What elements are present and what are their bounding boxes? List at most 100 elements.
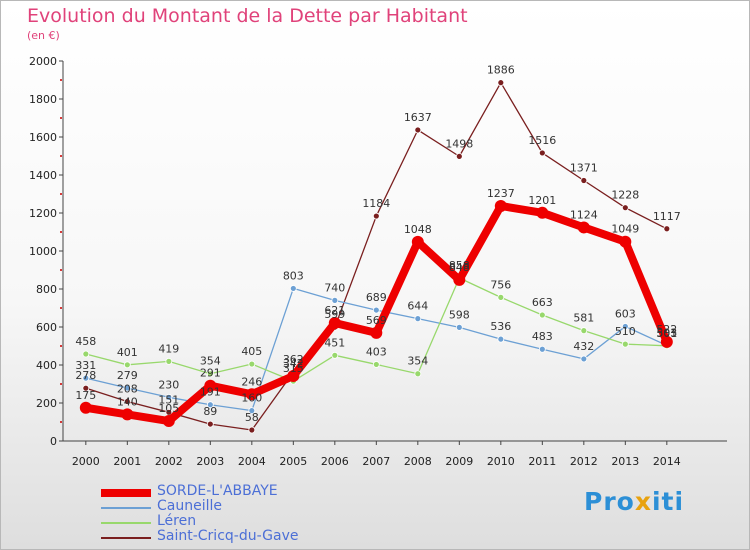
data-label: 208 (117, 382, 138, 395)
data-point-0 (287, 370, 300, 383)
data-point-2 (331, 351, 339, 359)
x-tick-label: 2011 (528, 455, 556, 468)
data-point-3 (497, 79, 505, 87)
data-label: 1049 (611, 223, 639, 236)
data-point-2 (621, 340, 629, 348)
data-label: 151 (158, 393, 179, 406)
data-label: 581 (573, 312, 594, 325)
data-label: 191 (200, 386, 221, 399)
legend-label: Saint-Cricq-du-Gave (157, 528, 299, 544)
data-label: 522 (656, 323, 677, 336)
data-label: 140 (117, 395, 138, 408)
data-label: 1117 (653, 210, 681, 223)
y-tick-label: 2000 (29, 55, 57, 68)
y-tick-label: 1400 (29, 169, 57, 182)
data-label: 1237 (487, 187, 515, 200)
data-label: 458 (75, 335, 96, 348)
data-point-0 (577, 221, 590, 234)
data-point-2 (580, 327, 588, 335)
data-label: 483 (532, 330, 553, 343)
data-point-2 (497, 293, 505, 301)
data-point-1 (414, 315, 422, 323)
x-tick-label: 2012 (570, 455, 598, 468)
data-point-3 (663, 225, 671, 233)
data-label: 331 (75, 359, 96, 372)
y-minor-tick (60, 269, 62, 271)
data-label: 644 (407, 300, 428, 313)
y-minor-tick (60, 79, 62, 81)
data-label: 354 (200, 355, 221, 368)
y-minor-tick (60, 421, 62, 423)
data-label: 246 (241, 375, 262, 388)
x-tick-label: 2010 (487, 455, 515, 468)
data-point-0 (121, 408, 134, 421)
data-label: 175 (75, 389, 96, 402)
x-tick-label: 2004 (238, 455, 266, 468)
legend-swatch (101, 506, 151, 509)
data-label: 1048 (404, 223, 432, 236)
data-label: 598 (449, 308, 470, 321)
x-tick-label: 2005 (279, 455, 307, 468)
data-label: 1498 (445, 137, 473, 150)
data-point-2 (248, 360, 256, 368)
data-label: 599 (324, 308, 345, 321)
data-point-2 (165, 357, 173, 365)
data-label: 403 (366, 345, 387, 358)
data-point-0 (328, 317, 341, 330)
y-minor-tick (60, 307, 62, 309)
data-point-0 (79, 401, 92, 414)
y-tick-label: 400 (36, 359, 57, 372)
x-tick-label: 2003 (196, 455, 224, 468)
data-point-2 (206, 370, 214, 378)
data-label: 848 (449, 261, 470, 274)
data-label: 315 (283, 362, 304, 375)
data-point-2 (123, 361, 131, 369)
data-label: 1228 (611, 189, 639, 202)
y-tick-label: 200 (36, 397, 57, 410)
y-minor-tick (60, 231, 62, 233)
data-label: 401 (117, 346, 138, 359)
data-point-3 (206, 420, 214, 428)
data-point-2 (414, 370, 422, 378)
data-label: 1371 (570, 162, 598, 175)
data-label: 740 (324, 281, 345, 294)
data-point-1 (372, 306, 380, 314)
data-point-0 (660, 335, 673, 348)
y-tick-label: 1600 (29, 131, 57, 144)
y-tick-label: 600 (36, 321, 57, 334)
y-minor-tick (60, 383, 62, 385)
data-label: 89 (203, 405, 217, 418)
data-point-1 (621, 323, 629, 330)
data-point-1 (289, 285, 297, 292)
data-label: 405 (241, 345, 262, 358)
data-point-3 (580, 177, 588, 184)
legend-label: Léren (157, 513, 197, 529)
data-point-2 (538, 311, 546, 319)
data-label: 354 (407, 355, 428, 368)
data-label: 756 (490, 278, 511, 291)
proxiti-logo: Proxiti (584, 487, 685, 516)
data-point-2 (82, 350, 90, 358)
data-label: 1201 (528, 194, 556, 207)
data-point-0 (370, 326, 383, 339)
data-point-1 (82, 374, 90, 382)
data-point-3 (372, 212, 380, 220)
data-point-1 (331, 296, 339, 304)
data-label: 569 (366, 314, 387, 327)
data-label: 105 (158, 402, 179, 415)
legend-swatch (101, 521, 151, 524)
data-label: 689 (366, 291, 387, 304)
y-minor-tick (60, 117, 62, 119)
data-label: 510 (615, 325, 636, 338)
legend-label: Cauneille (157, 498, 222, 514)
data-point-0 (536, 206, 549, 219)
data-point-3 (538, 149, 546, 157)
data-label: 1184 (362, 197, 390, 210)
x-tick-label: 2009 (445, 455, 473, 468)
data-point-3 (455, 152, 463, 160)
data-point-1 (538, 345, 546, 353)
x-tick-label: 2001 (113, 455, 141, 468)
data-label: 432 (573, 340, 594, 353)
y-minor-tick (60, 345, 62, 347)
